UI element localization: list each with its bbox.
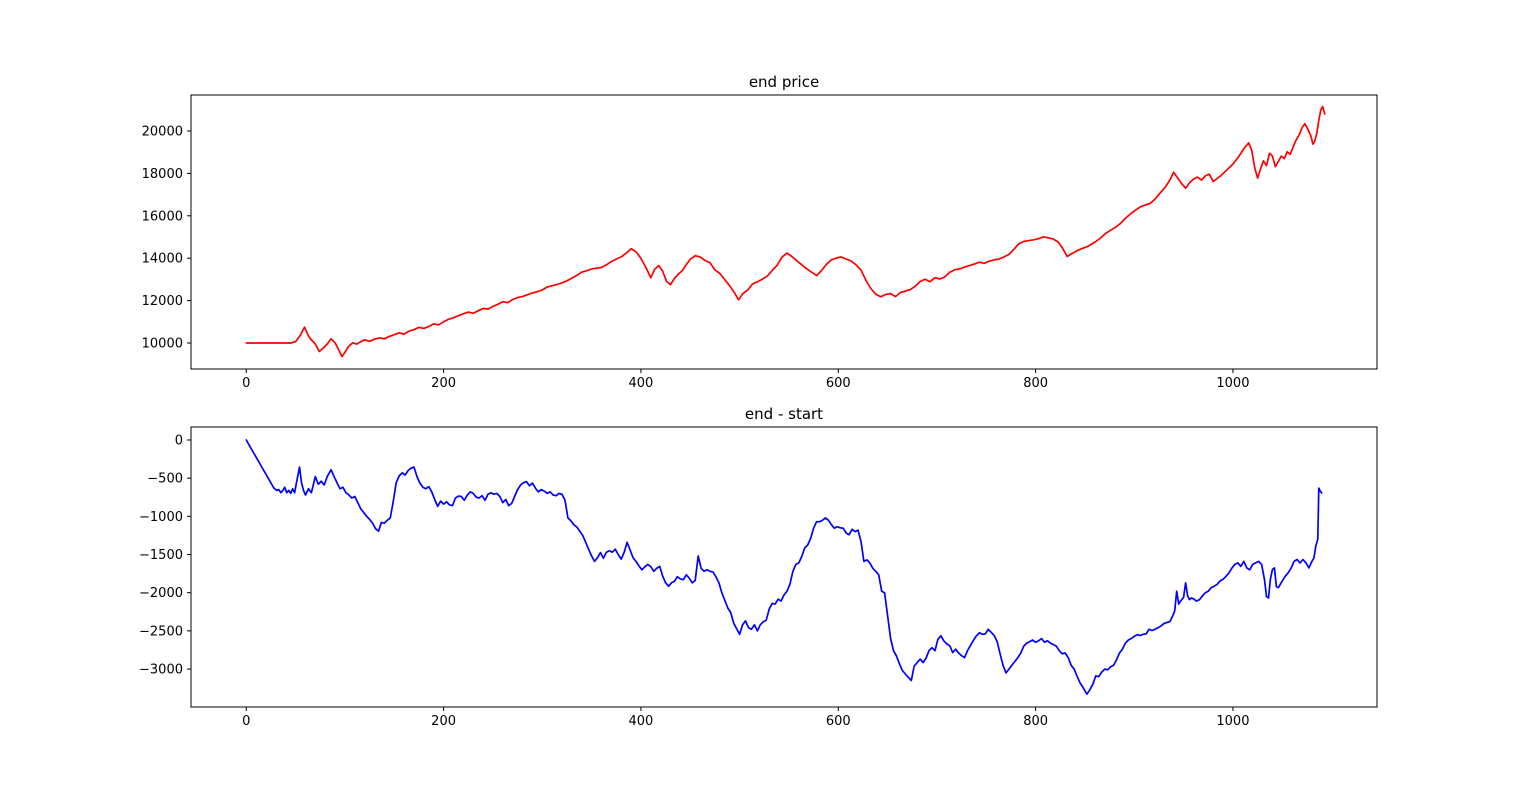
y-tick-label: 14000 <box>142 252 183 267</box>
x-tick-label: 600 <box>826 376 851 391</box>
y-tick-label: 10000 <box>142 337 183 352</box>
x-tick-label: 800 <box>1023 714 1048 729</box>
y-tick-label: 20000 <box>142 124 183 139</box>
x-tick-label: 200 <box>431 376 456 391</box>
end-price-line <box>245 105 1326 358</box>
x-tick-label: 0 <box>242 714 250 729</box>
x-tick-label: 600 <box>826 714 851 729</box>
x-tick-label: 800 <box>1023 376 1048 391</box>
x-tick-label: 0 <box>242 376 250 391</box>
y-tick-label: −2500 <box>139 624 183 639</box>
end-minus-start-line <box>245 439 1323 696</box>
y-tick-label: −1500 <box>139 548 183 563</box>
y-tick-label: −1000 <box>139 510 183 525</box>
y-tick-label: 12000 <box>142 294 183 309</box>
y-tick-label: 18000 <box>142 167 183 182</box>
x-tick-label: 400 <box>629 376 654 391</box>
y-tick-label: −3000 <box>139 663 183 678</box>
chart-end-price: end price 0 200 400 600 800 1000 10000 12000 140… <box>142 73 1378 391</box>
y-tick-label: 0 <box>175 433 183 448</box>
x-tick-label: 200 <box>431 714 456 729</box>
x-tick-label: 1000 <box>1216 376 1249 391</box>
y-tick-label: −2000 <box>139 586 183 601</box>
plot-frame <box>190 94 1378 370</box>
y-tick-label: −500 <box>147 472 183 487</box>
y-tick-label: 16000 <box>142 209 183 224</box>
chart-end-minus-start: end - start 0 200 400 600 800 1000 0 −500 −1000 −… <box>139 405 1378 729</box>
chart-title-end-price: end price <box>749 73 819 91</box>
x-tick-label: 1000 <box>1216 714 1249 729</box>
plot-frame <box>190 426 1378 708</box>
x-tick-label: 400 <box>629 714 654 729</box>
chart-title-end-minus-start: end - start <box>745 405 823 423</box>
